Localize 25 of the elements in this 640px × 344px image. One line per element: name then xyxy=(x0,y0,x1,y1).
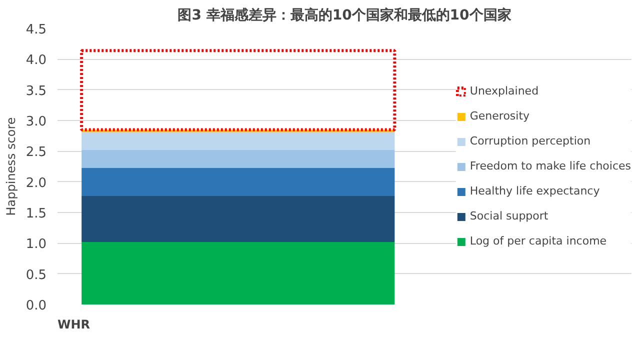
y-tick-label: 2.5 xyxy=(26,145,47,160)
bar xyxy=(82,242,395,304)
bar xyxy=(82,196,395,242)
legend-label: Social support xyxy=(470,210,548,222)
legend-label: Corruption perception xyxy=(470,134,591,148)
bar xyxy=(82,168,395,196)
text: WHR xyxy=(58,318,90,332)
chart-title: 图3 幸福感差异：最高的10个国家和最低的10个国家 xyxy=(178,6,512,24)
y-tick-label: 2.0 xyxy=(26,176,47,191)
legend-label: Unexplained xyxy=(470,84,539,98)
y-tick-label: 4.5 xyxy=(26,22,47,38)
y-tick-label: 1.5 xyxy=(26,206,47,222)
y-tick-label: 0.5 xyxy=(26,268,47,283)
y-tick-label: 1.0 xyxy=(26,237,47,252)
y-axis-title: Happiness score xyxy=(4,117,18,216)
legend-label: Freedom to make life choices xyxy=(470,160,631,172)
legend-label: Healthy life expectancy xyxy=(470,184,600,198)
bar xyxy=(82,150,395,168)
bar xyxy=(82,132,395,150)
legend-label: Log of per capita income xyxy=(470,234,607,248)
legend-label: Generosity xyxy=(470,110,530,122)
y-tick-label: 3.0 xyxy=(26,114,47,130)
y-tick-label: 0.0 xyxy=(26,298,47,314)
y-tick-label: 4.0 xyxy=(26,53,47,68)
y-tick-label: 3.5 xyxy=(26,84,47,99)
